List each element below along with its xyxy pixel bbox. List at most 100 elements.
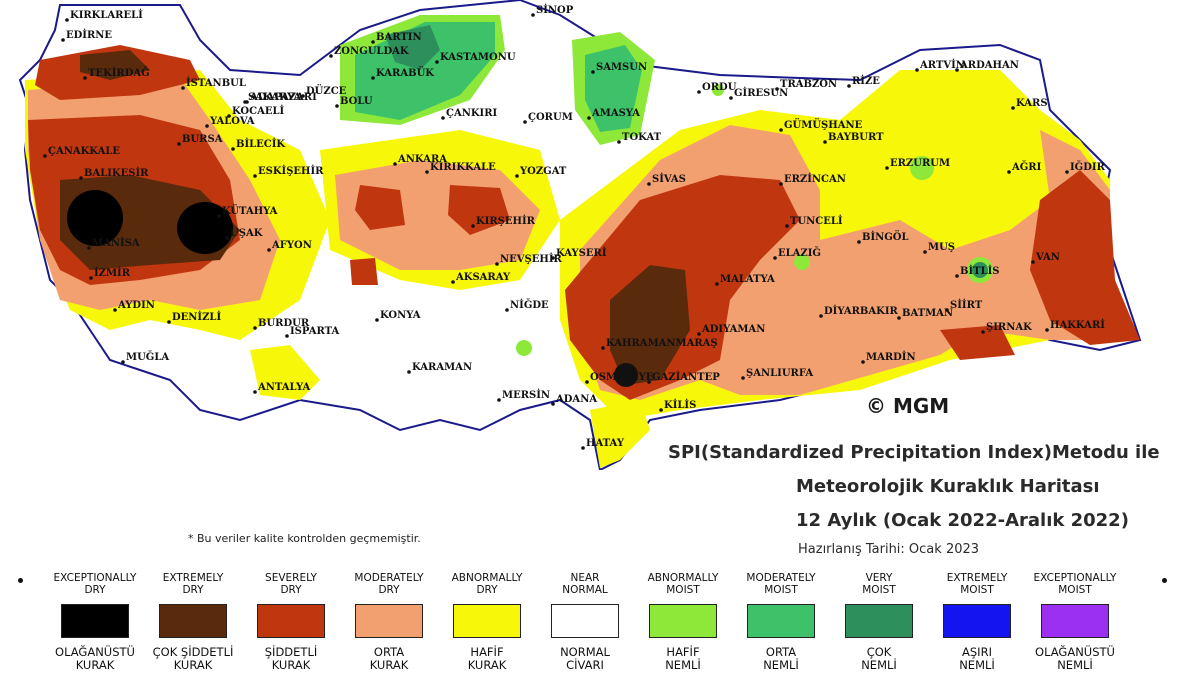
city-dot — [885, 166, 889, 170]
city-label: BARTIN — [376, 32, 422, 43]
city-label: ESKİŞEHİR — [258, 164, 324, 177]
zone-abnormally-moist-ordu — [712, 84, 724, 96]
city-label: YALOVA — [209, 116, 255, 127]
city-dot — [729, 96, 733, 100]
city-label: HATAY — [586, 438, 625, 449]
legend-label-en: NEAR NORMAL — [562, 572, 608, 596]
city-dot — [945, 308, 949, 312]
city-dot — [205, 124, 209, 128]
city-dot — [1031, 260, 1035, 264]
city-label: MERSİN — [502, 388, 550, 401]
zone-moderately-moist-samsun — [585, 45, 642, 132]
legend-swatch — [355, 604, 423, 638]
city-label: KARS — [1016, 98, 1048, 109]
city-dot — [601, 346, 605, 350]
map-title-line1: SPI(Standardized Precipitation Index)Met… — [668, 442, 1160, 463]
city-dot — [847, 84, 851, 88]
drought-map: KIRKLARELİ EDİRNE TEKİRDAĞ İSTANBUL YALOVA BU… — [18, 0, 1142, 470]
legend-label-en: MODERATELY MOIST — [746, 572, 816, 596]
city-label: BURSA — [182, 134, 223, 145]
legend-item: SEVERELY DRY ŞİDDETLİ KURAK — [241, 572, 341, 672]
map-title-line3: 12 Aylık (Ocak 2022-Aralık 2022) — [796, 510, 1129, 531]
city-dot — [697, 90, 701, 94]
city-dot — [741, 376, 745, 380]
city-label: ISPARTA — [290, 326, 339, 337]
city-dot — [659, 408, 663, 412]
legend-label-tr: ÇOK ŞİDDETLİ KURAK — [152, 645, 234, 672]
city-dot — [375, 318, 379, 322]
city-dot — [697, 332, 701, 336]
city-dot — [581, 446, 585, 450]
city-label: DENİZLİ — [172, 310, 221, 323]
city-dot — [715, 282, 719, 286]
city-label: MUŞ — [928, 242, 955, 253]
city-dot — [981, 330, 985, 334]
city-label: BAYBURT — [828, 132, 884, 143]
zone-abnormally-dry-south — [250, 345, 320, 400]
city-label: HAKKARİ — [1050, 318, 1105, 331]
legend-label-en: EXTREMELY DRY — [162, 572, 224, 596]
city-label: DİYARBAKIR — [824, 304, 898, 317]
city-dot — [167, 320, 171, 324]
legend-label-en: EXTREMELY MOIST — [946, 572, 1008, 596]
city-label: GAZİANTEP — [652, 370, 720, 383]
city-label: KAYSERİ — [556, 246, 607, 259]
city-dot — [551, 402, 555, 406]
city-label: ŞANLIURFA — [746, 368, 813, 379]
legend-dot-left — [18, 578, 23, 583]
city-label: AĞRI — [1011, 161, 1042, 173]
city-label: KÜTAHYA — [222, 204, 278, 217]
city-dot — [301, 94, 305, 98]
city-label: KONYA — [380, 310, 421, 321]
city-label: NİĞDE — [510, 298, 549, 311]
city-dot — [923, 250, 927, 254]
city-label: ÇORUM — [528, 112, 573, 123]
city-dot — [495, 262, 499, 266]
city-label: KASTAMONU — [440, 52, 516, 63]
legend-item: EXTREMELY DRY ÇOK ŞİDDETLİ KURAK — [143, 572, 243, 672]
city-dot — [393, 162, 397, 166]
city-dot — [587, 116, 591, 120]
legend-item: ABNORMALLY MOIST HAFİF NEMLİ — [633, 572, 733, 672]
city-dot — [245, 100, 249, 104]
city-dot — [1065, 170, 1069, 174]
legend-label-en: EXCEPTIONALLY DRY — [53, 572, 137, 596]
city-label: ELAZIĞ — [778, 247, 821, 259]
zone-exceptionally-dry-c — [614, 363, 638, 387]
city-dot — [79, 176, 83, 180]
legend-item: EXCEPTIONALLY MOIST OLAĞANÜSTÜ NEMLİ — [1025, 572, 1125, 672]
city-label: NEVŞEHİR — [500, 252, 562, 265]
city-dot — [471, 224, 475, 228]
legend-swatch — [551, 604, 619, 638]
legend-dot-right — [1162, 578, 1167, 583]
city-dot — [407, 370, 411, 374]
city-label: ADANA — [555, 394, 597, 405]
legend-swatch — [159, 604, 227, 638]
zone-severely-dry-sirnak — [940, 325, 1015, 360]
city-label: KAHRAMANMARAŞ — [606, 338, 718, 349]
legend-label-en: VERY MOIST — [862, 572, 896, 596]
city-label: IĞDIR — [1070, 161, 1106, 173]
city-dot — [523, 120, 527, 124]
city-label: ERZURUM — [890, 158, 950, 169]
city-label: ORDU — [702, 82, 737, 93]
city-dot — [955, 68, 959, 72]
city-label: KARAMAN — [412, 362, 472, 373]
city-dot — [451, 280, 455, 284]
city-label: SİVAS — [652, 172, 686, 185]
legend-label-en: SEVERELY DRY — [265, 572, 317, 596]
city-dot — [785, 224, 789, 228]
copyright-mark: © MGM — [866, 394, 950, 418]
city-label: TRABZON — [780, 79, 837, 90]
legend-label-tr: OLAĞANÜSTÜ NEMLİ — [1035, 645, 1115, 672]
city-label: UŞAK — [230, 228, 263, 239]
city-dot — [61, 38, 65, 42]
legend-item: ABNORMALLY DRY HAFİF KURAK — [437, 572, 537, 672]
city-dot — [253, 326, 257, 330]
city-label: İZMİR — [94, 266, 131, 279]
city-dot — [897, 316, 901, 320]
city-label: TUNCELİ — [790, 214, 843, 227]
city-dot — [83, 76, 87, 80]
city-label: KIRIKKALE — [430, 162, 496, 173]
city-dot — [515, 174, 519, 178]
